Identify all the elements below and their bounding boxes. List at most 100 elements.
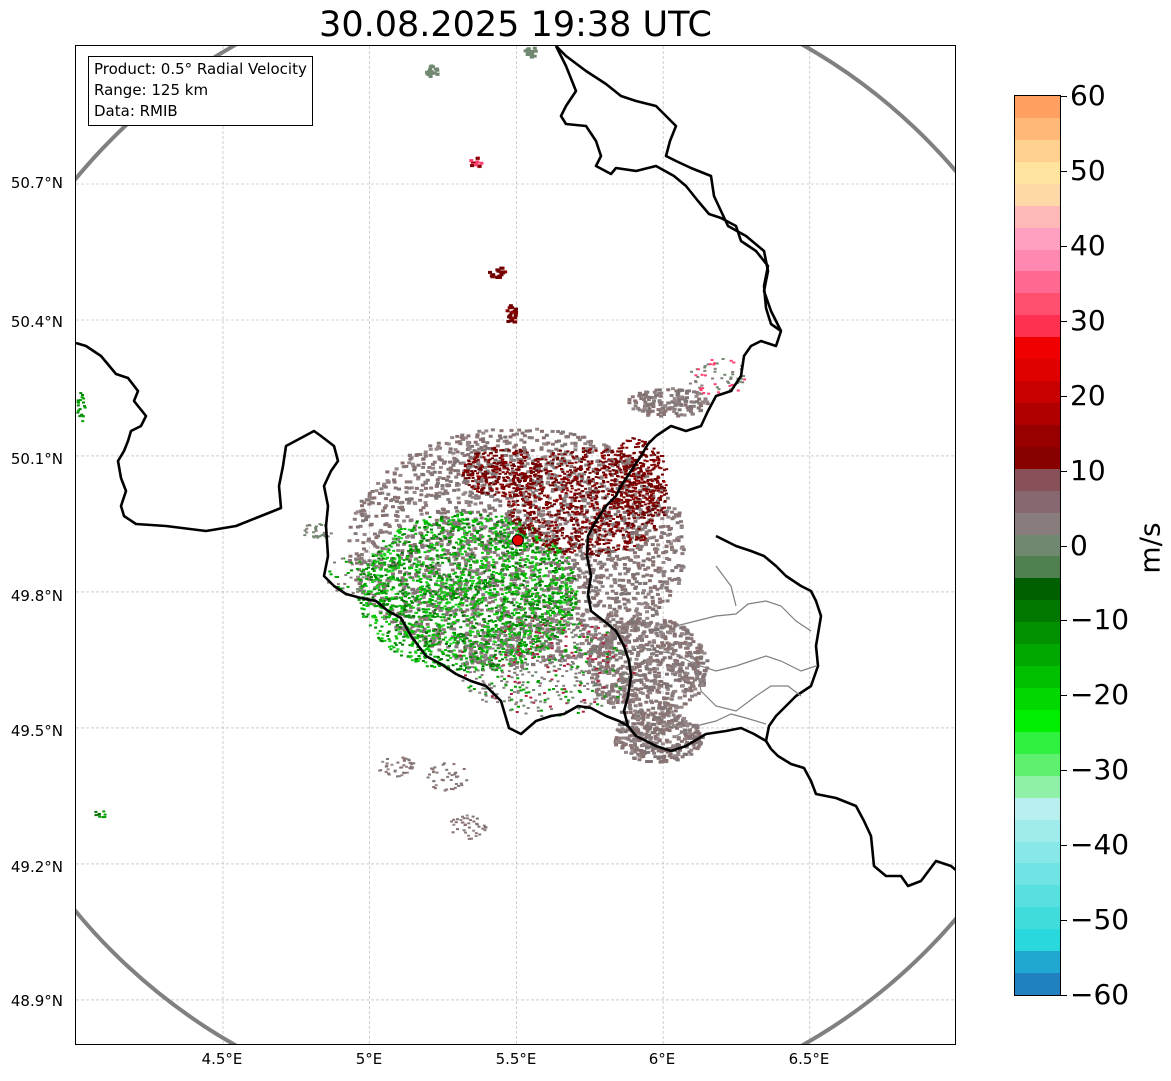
radar-echo-pixel (468, 646, 473, 650)
radar-echo-pixel (550, 644, 554, 648)
radar-echo-pixel (634, 609, 639, 613)
radar-echo-pixel (545, 496, 549, 499)
radar-echo-pixel (623, 572, 628, 576)
radar-echo-pixel (680, 564, 685, 568)
radar-echo-pixel (400, 596, 404, 599)
radar-echo-pixel (380, 491, 385, 495)
radar-echo-pixel (514, 624, 518, 626)
radar-echo-pixel (441, 549, 445, 552)
radar-echo-pixel (406, 501, 411, 505)
radar-echo-pixel (407, 541, 411, 543)
radar-echo-pixel (369, 578, 373, 581)
radar-echo-pixel (679, 526, 684, 529)
radar-echo-pixel (440, 619, 444, 622)
radar-echo-pixel (598, 469, 602, 472)
radar-echo-pixel (582, 623, 587, 627)
radar-map[interactable] (75, 45, 956, 1045)
radar-echo-pixel (604, 460, 608, 463)
radar-echo-pixel (538, 525, 542, 528)
radar-echo-pixel (650, 599, 655, 603)
radar-echo-pixel (528, 616, 531, 619)
radar-echo-pixel (548, 484, 552, 487)
radar-echo-pixel (429, 571, 433, 574)
radar-echo-pixel (402, 600, 406, 603)
radar-echo-pixel (580, 557, 585, 561)
radar-echo-pixel (511, 526, 515, 529)
radar-echo-pixel (524, 518, 529, 522)
radar-echo-pixel (629, 483, 633, 486)
radar-echo-pixel (428, 558, 432, 561)
radar-echo-pixel (386, 582, 390, 585)
radar-echo-pixel (360, 504, 364, 508)
radar-echo-pixel (594, 476, 598, 478)
radar-echo-pixel (569, 580, 573, 584)
radar-echo-pixel (507, 441, 512, 445)
radar-echo-pixel (353, 532, 358, 536)
radar-echo-pixel (668, 593, 673, 597)
radar-echo-pixel (633, 545, 636, 547)
radar-echo-pixel (526, 511, 530, 514)
radar-echo-pixel (537, 482, 541, 485)
radar-echo-pixel (462, 573, 466, 576)
radar-echo-pixel (548, 570, 552, 574)
radar-echo-pixel (536, 640, 540, 643)
radar-echo-pixel (498, 659, 502, 662)
radar-echo-pixel (377, 592, 381, 594)
radar-echo-pixel (577, 585, 582, 589)
radar-echo-pixel (481, 593, 486, 597)
radar-echo-pixel (505, 537, 509, 540)
radar-echo-pixel (418, 618, 423, 622)
radar-echo-pixel (379, 487, 384, 491)
radar-echo-pixel (548, 638, 552, 641)
radar-echo-pixel (449, 642, 453, 645)
radar-echo-pixel (631, 526, 636, 530)
radar-echo-pixel (509, 623, 514, 627)
radar-echo-pixel (485, 656, 490, 660)
radar-echo-pixel (521, 558, 526, 562)
radar-echo-pixel (420, 545, 425, 549)
radar-echo-pixel (511, 500, 515, 503)
radar-echo-pixel (367, 559, 372, 563)
radar-echo-pixel (494, 664, 498, 667)
radar-echo-pixel (374, 514, 379, 518)
radar-echo-pixel (458, 550, 462, 553)
radar-echo-pixel (405, 556, 410, 560)
radar-echo-pixel (375, 587, 379, 589)
radar-echo-pixel (476, 523, 480, 526)
radar-echo-pixel (454, 645, 459, 649)
radar-echo-pixel (607, 554, 612, 557)
radar-echo-pixel (609, 556, 614, 560)
radar-echo-pixel (440, 631, 445, 635)
radar-echo-pixel (377, 636, 381, 639)
radar-echo-pixel (626, 600, 631, 604)
radar-echo-pixel (655, 587, 660, 591)
radar-echo-pixel (679, 535, 684, 539)
radar-echo-pixel (506, 587, 509, 590)
radar-echo-pixel (614, 521, 618, 524)
radar-echo-pixel (421, 594, 426, 598)
radar-echo-pixel (579, 545, 583, 549)
radar-echo-pixel (449, 613, 453, 616)
radar-echo-pixel (431, 634, 435, 637)
radar-echo-pixel (495, 611, 499, 614)
radar-echo-pixel (483, 466, 487, 469)
radar-echo-pixel (583, 575, 587, 579)
radar-echo-pixel (472, 613, 477, 617)
radar-echo-pixel (575, 521, 580, 525)
radar-echo-pixel (535, 548, 539, 551)
radar-echo-pixel (488, 541, 492, 544)
radar-echo-pixel (608, 516, 613, 520)
radar-echo-pixel (551, 607, 555, 610)
radar-echo-pixel (476, 644, 481, 648)
radar-echo-pixel (620, 588, 625, 591)
radar-echo-pixel (538, 546, 543, 550)
radar-echo-pixel (449, 656, 452, 659)
radar-echo-pixel (433, 655, 437, 658)
radar-echo-pixel (430, 602, 434, 605)
radar-echo-pixel (575, 474, 580, 478)
radar-echo-pixel (416, 604, 420, 607)
radar-echo-pixel (422, 610, 426, 613)
radar-echo-pixel (535, 427, 540, 431)
radar-echo-pixel (621, 516, 626, 519)
radar-echo-pixel (578, 655, 583, 659)
